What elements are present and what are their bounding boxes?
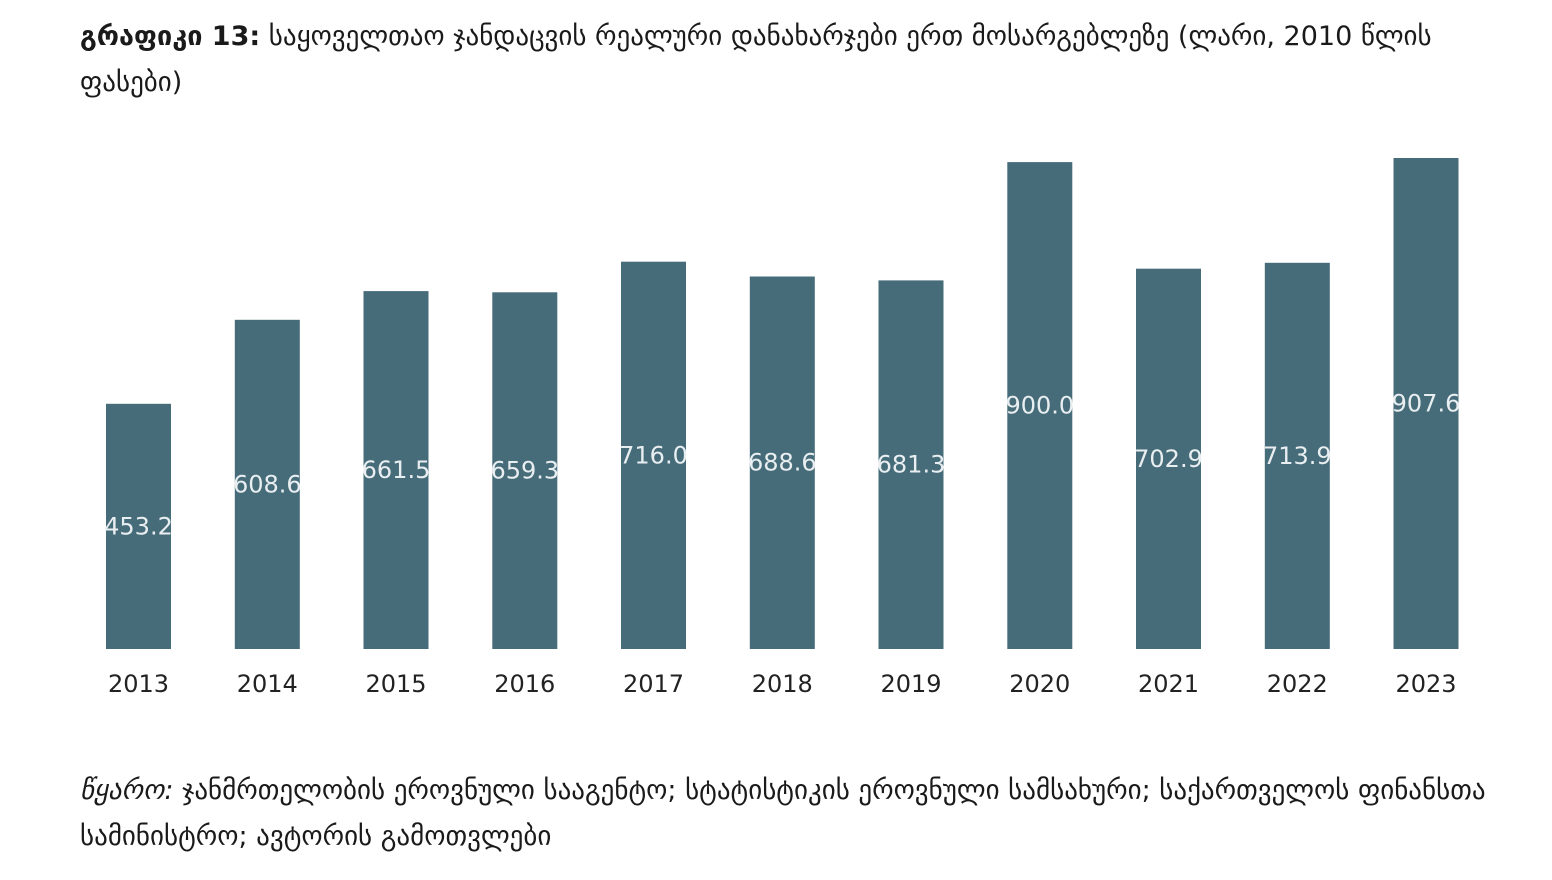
data-label-2021: 702.9: [1134, 445, 1203, 473]
bar-2020: [1007, 162, 1073, 649]
data-label-2016: 659.3: [490, 457, 559, 485]
bar-2021: [1136, 268, 1201, 649]
x-tick-label-2015: 2015: [365, 670, 426, 698]
x-tick-label-2019: 2019: [880, 670, 941, 698]
bar-2016: [492, 292, 558, 649]
x-tick-label-2020: 2020: [1009, 670, 1070, 698]
bar-2022: [1264, 262, 1330, 649]
data-label-2022: 713.9: [1263, 442, 1332, 470]
data-label-2015: 661.5: [362, 456, 431, 484]
data-label-2023: 907.6: [1392, 390, 1461, 418]
bar-2013: [106, 403, 171, 649]
data-label-2019: 681.3: [877, 451, 946, 479]
data-label-2013: 453.2: [104, 512, 173, 540]
data-label-2017: 716.0: [619, 441, 688, 469]
bar-2019: [878, 280, 944, 649]
chart-title-text: საყოველთაო ჯანდაცვის რეალური დანახარჯები…: [80, 21, 1432, 98]
chart-title-prefix: გრაფიკი 13:: [80, 21, 261, 52]
bar-2018: [749, 276, 815, 649]
data-label-2014: 608.6: [233, 470, 302, 498]
x-tick-label-2016: 2016: [494, 670, 555, 698]
bar-2015: [363, 291, 429, 649]
x-tick-label-2021: 2021: [1138, 670, 1199, 698]
x-tick-label-2013: 2013: [108, 670, 169, 698]
x-tick-label-2017: 2017: [623, 670, 684, 698]
x-tick-label-2022: 2022: [1267, 670, 1328, 698]
bar-2017: [621, 261, 686, 649]
source-text: ჯანმრთელობის ეროვნული სააგენტო; სტატისტი…: [80, 775, 1486, 852]
source-prefix: წყარო:: [80, 775, 174, 806]
chart-title: გრაფიკი 13: საყოველთაო ჯანდაცვის რეალური…: [80, 14, 1500, 106]
x-tick-label-2014: 2014: [237, 670, 298, 698]
data-label-2020: 900.0: [1005, 392, 1074, 420]
source-note: წყარო: ჯანმრთელობის ეროვნული სააგენტო; ს…: [80, 768, 1500, 860]
x-tick-label-2018: 2018: [752, 670, 813, 698]
data-label-2018: 688.6: [748, 449, 817, 477]
x-tick-label-2023: 2023: [1395, 670, 1456, 698]
bar-2023: [1393, 158, 1459, 649]
bar-2014: [234, 319, 300, 649]
